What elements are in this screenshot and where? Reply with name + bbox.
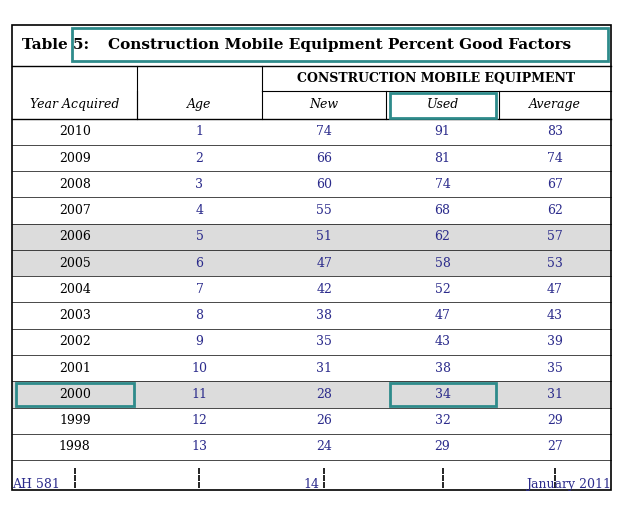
Text: 47: 47 (316, 257, 332, 270)
Text: Year Acquired: Year Acquired (30, 98, 119, 111)
Bar (13, 381, 611, 408)
Text: 81: 81 (435, 152, 451, 165)
Text: 74: 74 (316, 125, 332, 138)
Text: 47: 47 (547, 283, 562, 296)
Text: Construction Mobile Equipment Percent Good Factors: Construction Mobile Equipment Percent Go… (108, 38, 571, 53)
Text: 6: 6 (195, 257, 204, 270)
Text: AH 581: AH 581 (13, 478, 60, 491)
Text: 3: 3 (195, 178, 204, 191)
Text: 8: 8 (195, 309, 204, 322)
Text: 43: 43 (547, 309, 562, 322)
Text: 31: 31 (316, 362, 332, 375)
Text: 1999: 1999 (59, 414, 90, 427)
Text: 38: 38 (316, 309, 332, 322)
Text: 67: 67 (547, 178, 562, 191)
Text: 2010: 2010 (59, 125, 91, 138)
Text: 91: 91 (435, 125, 451, 138)
Text: 10: 10 (191, 362, 207, 375)
Text: 29: 29 (547, 414, 562, 427)
Text: 14: 14 (303, 478, 320, 491)
Bar (13, 224, 611, 250)
Bar (13, 250, 611, 276)
Text: 2000: 2000 (59, 388, 91, 401)
Text: 11: 11 (191, 388, 207, 401)
Text: 26: 26 (316, 414, 332, 427)
Text: 2009: 2009 (59, 152, 90, 165)
Bar (389, 93, 495, 118)
Bar (16, 383, 134, 406)
Text: 43: 43 (435, 335, 451, 348)
Text: 2008: 2008 (59, 178, 91, 191)
Text: 24: 24 (316, 440, 332, 453)
Text: 1: 1 (195, 125, 204, 138)
Text: 29: 29 (435, 440, 451, 453)
Text: Table 5:: Table 5: (22, 38, 89, 53)
Text: New: New (310, 98, 339, 111)
Text: 57: 57 (547, 230, 562, 243)
Text: 74: 74 (547, 152, 562, 165)
Text: 2: 2 (195, 152, 204, 165)
Bar (71, 28, 608, 61)
Text: 4: 4 (195, 204, 204, 217)
Text: 1998: 1998 (59, 440, 90, 453)
Text: 52: 52 (435, 283, 451, 296)
Text: 66: 66 (316, 152, 332, 165)
Text: Used: Used (427, 98, 459, 111)
Text: 62: 62 (435, 230, 451, 243)
Text: 35: 35 (316, 335, 332, 348)
Text: 2002: 2002 (59, 335, 90, 348)
Text: 2007: 2007 (59, 204, 90, 217)
Text: 34: 34 (435, 388, 451, 401)
Text: 28: 28 (316, 388, 332, 401)
Text: 12: 12 (191, 414, 207, 427)
Text: 2004: 2004 (59, 283, 91, 296)
Text: 53: 53 (547, 257, 562, 270)
Text: 2005: 2005 (59, 257, 90, 270)
Text: 2006: 2006 (59, 230, 91, 243)
Bar (389, 383, 495, 406)
Text: 9: 9 (195, 335, 204, 348)
Text: 55: 55 (316, 204, 332, 217)
Text: January 2011: January 2011 (526, 478, 611, 491)
Text: 32: 32 (435, 414, 451, 427)
Text: 39: 39 (547, 335, 562, 348)
Text: 58: 58 (435, 257, 451, 270)
Text: 7: 7 (195, 283, 204, 296)
Text: 83: 83 (547, 125, 562, 138)
Text: 60: 60 (316, 178, 332, 191)
Text: 38: 38 (435, 362, 451, 375)
Text: 62: 62 (547, 204, 562, 217)
Text: 2001: 2001 (59, 362, 91, 375)
Text: 31: 31 (547, 388, 562, 401)
Text: 42: 42 (316, 283, 332, 296)
Text: 74: 74 (435, 178, 451, 191)
Text: Age: Age (187, 98, 212, 111)
Text: CONSTRUCTION MOBILE EQUIPMENT: CONSTRUCTION MOBILE EQUIPMENT (297, 72, 575, 85)
Text: 27: 27 (547, 440, 562, 453)
Text: 51: 51 (316, 230, 332, 243)
Text: 35: 35 (547, 362, 562, 375)
Text: Average: Average (529, 98, 581, 111)
Text: 47: 47 (435, 309, 451, 322)
Text: 2003: 2003 (59, 309, 91, 322)
Text: 68: 68 (435, 204, 451, 217)
Text: 13: 13 (191, 440, 207, 453)
Text: 5: 5 (195, 230, 204, 243)
